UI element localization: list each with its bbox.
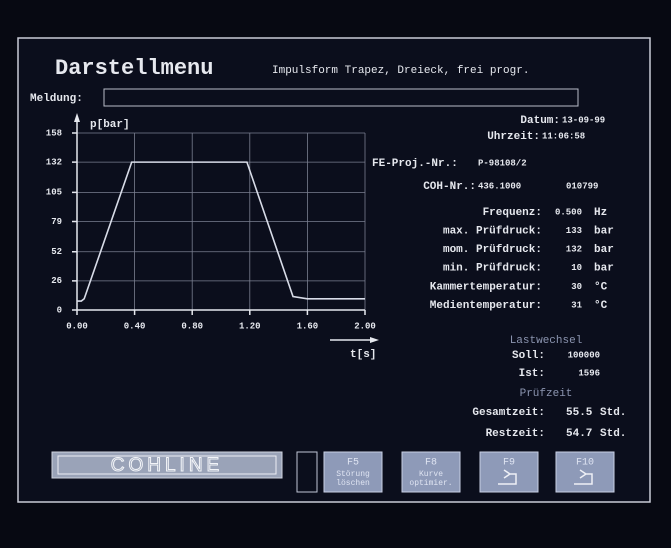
cycle-value: 100000 [568, 350, 600, 360]
param-unit: bar [594, 263, 614, 275]
x-tick-label: 1.60 [297, 321, 319, 331]
button-key: F5 [347, 458, 359, 469]
param-unit: bar [594, 226, 614, 238]
param-value: 30 [571, 282, 582, 292]
x-tick-label: 0.40 [124, 321, 146, 331]
title: Darstellmenu [55, 56, 213, 81]
x-tick-label: 1.20 [239, 321, 261, 331]
button-key: F9 [503, 458, 515, 469]
frame [18, 38, 650, 502]
button-key: F10 [576, 458, 594, 469]
y-tick-label: 0 [57, 305, 62, 315]
y-tick-label: 158 [46, 128, 62, 138]
param-value: 10 [571, 263, 582, 273]
cycle-label: Soll: [512, 350, 545, 362]
time-row-value: 55.5 [566, 407, 593, 419]
time-row-label: Restzeit: [486, 428, 545, 440]
screen: Darstellmenu Impulsform Trapez, Dreieck,… [0, 0, 671, 548]
time-row-label: Gesamtzeit: [472, 407, 545, 419]
time-row-value: 54.7 [566, 428, 592, 440]
time-row-unit: Std. [600, 407, 626, 419]
message-label: Meldung: [30, 93, 83, 105]
x-tick-label: 0.00 [66, 321, 88, 331]
y-tick-label: 132 [46, 158, 62, 168]
param-label: Frequenz: [483, 207, 542, 219]
x-tick-label: 0.80 [181, 321, 203, 331]
y-tick-label: 52 [51, 247, 62, 257]
time-row-unit: Std. [600, 428, 626, 440]
time-label: Uhrzeit: [487, 131, 540, 143]
button-label: Störung [336, 470, 370, 479]
test-time-title: Prüfzeit [520, 388, 573, 400]
load-cycles-title: Lastwechsel [510, 335, 583, 347]
button-label: optimier. [409, 479, 452, 488]
logo: COHLINE [111, 455, 223, 476]
param-value: 31 [571, 300, 582, 310]
param-label: Kammertemperatur: [430, 281, 542, 293]
subtitle: Impulsform Trapez, Dreieck, frei progr. [272, 65, 529, 77]
project-label: FE-Proj.-Nr.: [372, 158, 458, 170]
param-label: max. Prüfdruck: [443, 226, 542, 238]
y-tick-label: 26 [51, 276, 62, 286]
param-label: Medientemperatur: [430, 300, 542, 312]
coh-extra: 010799 [566, 181, 598, 191]
button-label: löschen [336, 479, 370, 488]
x-axis-title: t[s] [350, 349, 376, 361]
project-value: P-98108/2 [478, 158, 527, 168]
y-axis-title: p[bar] [90, 119, 130, 131]
date-label: Datum: [520, 115, 560, 127]
y-tick-label: 79 [51, 217, 62, 227]
param-label: mom. Prüfdruck: [443, 244, 542, 256]
param-unit: °C [594, 300, 608, 312]
x-tick-label: 2.00 [354, 321, 376, 331]
param-value: 133 [566, 226, 582, 236]
param-value: 0.500 [555, 207, 582, 217]
date-value: 13-09-99 [562, 115, 605, 125]
y-tick-label: 105 [46, 188, 62, 198]
param-unit: Hz [594, 207, 607, 219]
coh-value: 436.1000 [478, 181, 521, 191]
cycle-value: 1596 [578, 368, 600, 378]
param-value: 132 [566, 245, 582, 255]
param-label: min. Prüfdruck: [443, 263, 542, 275]
button-key: F8 [425, 458, 437, 469]
param-unit: °C [594, 281, 608, 293]
coh-label: COH-Nr.: [423, 181, 476, 193]
time-value: 11:06:58 [542, 131, 585, 141]
button-label: Kurve [419, 470, 443, 479]
cycle-label: Ist: [519, 368, 545, 380]
param-unit: bar [594, 244, 614, 256]
